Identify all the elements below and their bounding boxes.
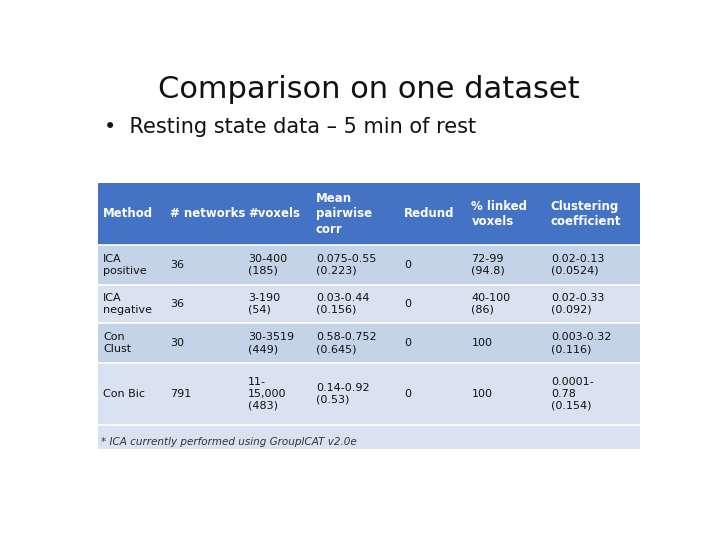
Text: Redund: Redund [404, 207, 454, 220]
Text: 100: 100 [472, 389, 492, 399]
Text: 36: 36 [171, 260, 184, 269]
Text: 0.02-0.13
(0.0524): 0.02-0.13 (0.0524) [551, 254, 604, 275]
Text: # networks: # networks [171, 207, 246, 220]
Text: ICA
positive: ICA positive [103, 254, 147, 275]
FancyBboxPatch shape [99, 183, 165, 245]
FancyBboxPatch shape [243, 363, 310, 424]
FancyBboxPatch shape [466, 363, 544, 424]
FancyBboxPatch shape [544, 363, 639, 424]
FancyBboxPatch shape [400, 323, 466, 363]
FancyBboxPatch shape [466, 323, 544, 363]
Text: 0.075-0.55
(0.223): 0.075-0.55 (0.223) [316, 254, 377, 275]
Text: 0: 0 [404, 338, 411, 348]
FancyBboxPatch shape [310, 245, 400, 285]
Text: % linked
voxels: % linked voxels [472, 200, 528, 228]
Text: Comparison on one dataset: Comparison on one dataset [158, 75, 580, 104]
FancyBboxPatch shape [466, 424, 544, 449]
FancyBboxPatch shape [99, 363, 165, 424]
Text: ICA
negative: ICA negative [103, 293, 152, 315]
FancyBboxPatch shape [243, 245, 310, 285]
Text: 3-190
(54): 3-190 (54) [248, 293, 280, 315]
FancyBboxPatch shape [400, 285, 466, 323]
Text: 0.58-0.752
(0.645): 0.58-0.752 (0.645) [316, 332, 377, 354]
Text: 0.14-0.92
(0.53): 0.14-0.92 (0.53) [316, 383, 369, 405]
FancyBboxPatch shape [310, 323, 400, 363]
FancyBboxPatch shape [243, 323, 310, 363]
FancyBboxPatch shape [165, 363, 243, 424]
Text: Con Bic: Con Bic [103, 389, 145, 399]
FancyBboxPatch shape [400, 183, 466, 245]
FancyBboxPatch shape [99, 323, 165, 363]
Text: * ICA currently performed using GroupICAT v2.0e: * ICA currently performed using GroupICA… [101, 437, 357, 447]
Text: 40-100
(86): 40-100 (86) [472, 293, 510, 315]
FancyBboxPatch shape [310, 183, 400, 245]
Text: 0.02-0.33
(0.092): 0.02-0.33 (0.092) [551, 293, 604, 315]
FancyBboxPatch shape [544, 323, 639, 363]
Text: Method: Method [103, 207, 153, 220]
Text: 0.003-0.32
(0.116): 0.003-0.32 (0.116) [551, 332, 611, 354]
Text: 30-400
(185): 30-400 (185) [248, 254, 287, 275]
FancyBboxPatch shape [544, 183, 639, 245]
FancyBboxPatch shape [466, 285, 544, 323]
FancyBboxPatch shape [243, 183, 310, 245]
FancyBboxPatch shape [400, 424, 466, 449]
FancyBboxPatch shape [310, 285, 400, 323]
Text: 36: 36 [171, 299, 184, 309]
Text: #voxels: #voxels [248, 207, 300, 220]
FancyBboxPatch shape [544, 285, 639, 323]
FancyBboxPatch shape [466, 245, 544, 285]
FancyBboxPatch shape [99, 424, 165, 449]
Text: 0: 0 [404, 260, 411, 269]
Text: •  Resting state data – 5 min of rest: • Resting state data – 5 min of rest [104, 117, 476, 137]
FancyBboxPatch shape [165, 323, 243, 363]
Text: Mean
pairwise
corr: Mean pairwise corr [316, 192, 372, 236]
Text: 30: 30 [171, 338, 184, 348]
FancyBboxPatch shape [400, 363, 466, 424]
Text: 0: 0 [404, 299, 411, 309]
Text: 72-99
(94.8): 72-99 (94.8) [472, 254, 505, 275]
Text: 0.03-0.44
(0.156): 0.03-0.44 (0.156) [316, 293, 369, 315]
FancyBboxPatch shape [165, 424, 243, 449]
Text: Clustering
coefficient: Clustering coefficient [551, 200, 621, 228]
FancyBboxPatch shape [165, 183, 243, 245]
FancyBboxPatch shape [466, 183, 544, 245]
Text: 30-3519
(449): 30-3519 (449) [248, 332, 294, 354]
FancyBboxPatch shape [99, 245, 165, 285]
FancyBboxPatch shape [165, 285, 243, 323]
FancyBboxPatch shape [99, 285, 165, 323]
FancyBboxPatch shape [243, 424, 310, 449]
FancyBboxPatch shape [310, 363, 400, 424]
Text: Con
Clust: Con Clust [103, 332, 131, 354]
FancyBboxPatch shape [310, 424, 400, 449]
Text: 11-
15,000
(483): 11- 15,000 (483) [248, 377, 287, 411]
FancyBboxPatch shape [544, 245, 639, 285]
FancyBboxPatch shape [544, 424, 639, 449]
Text: 0.0001-
0.78
(0.154): 0.0001- 0.78 (0.154) [551, 377, 593, 411]
FancyBboxPatch shape [165, 245, 243, 285]
FancyBboxPatch shape [400, 245, 466, 285]
FancyBboxPatch shape [243, 285, 310, 323]
Text: 0: 0 [404, 389, 411, 399]
Text: 100: 100 [472, 338, 492, 348]
Text: 791: 791 [171, 389, 192, 399]
